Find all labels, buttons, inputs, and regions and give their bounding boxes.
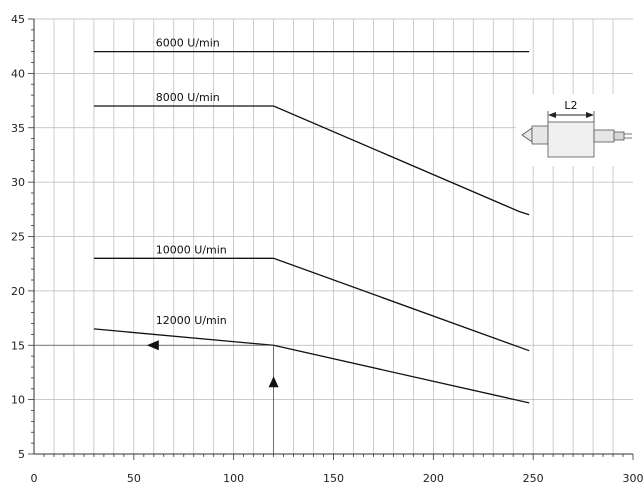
y-tick-label: 35 — [11, 122, 25, 135]
l2-label: L2 — [564, 99, 577, 112]
series-label-3: 10000 U/min — [156, 243, 227, 256]
y-tick-label: 25 — [11, 231, 25, 244]
tool-collar — [531, 125, 549, 145]
x-tick-label: 250 — [523, 472, 544, 485]
x-tick-label: 50 — [127, 472, 141, 485]
grid — [34, 18, 633, 454]
series-label-1: 6000 U/min — [156, 37, 220, 50]
annotations — [34, 340, 279, 454]
y-tick-label: 5 — [18, 448, 25, 461]
tool-shank — [593, 129, 615, 143]
x-tick-label: 150 — [323, 472, 344, 485]
y-tick-label: 30 — [11, 176, 25, 189]
axes — [28, 18, 634, 460]
y-tick-label: 15 — [11, 339, 25, 352]
x-tick-label: 200 — [423, 472, 444, 485]
series-line-3 — [93, 257, 530, 352]
y-tick-label: 20 — [11, 285, 25, 298]
y-tick-label: 40 — [11, 67, 25, 80]
series-label-4: 12000 U/min — [156, 314, 227, 327]
tool-holder-body — [547, 121, 595, 158]
series-labels: 6000 U/min 8000 U/min 10000 U/min 12000 U/m… — [156, 37, 227, 327]
series-line-4 — [93, 328, 530, 404]
tick-labels: 0 50 100 150 200 250 300 5 10 15 20 25 30 35 40 45 — [11, 13, 644, 485]
series-label-2: 8000 U/min — [156, 91, 220, 104]
x-tick-label: 300 — [623, 472, 644, 485]
tool-end — [613, 131, 625, 141]
series-lines — [93, 50, 530, 404]
y-tick-label: 45 — [11, 13, 25, 26]
series-line-2 — [93, 105, 530, 216]
l2-arrow-right — [586, 112, 594, 118]
l2-arrow-left — [548, 112, 556, 118]
arrow-left-marker — [146, 340, 159, 351]
y-tick-label: 10 — [11, 394, 25, 407]
x-tick-label: 0 — [31, 472, 38, 485]
x-tick-label: 100 — [223, 472, 244, 485]
arrow-up-marker — [268, 376, 279, 388]
tool-inset: L2 — [516, 94, 644, 166]
